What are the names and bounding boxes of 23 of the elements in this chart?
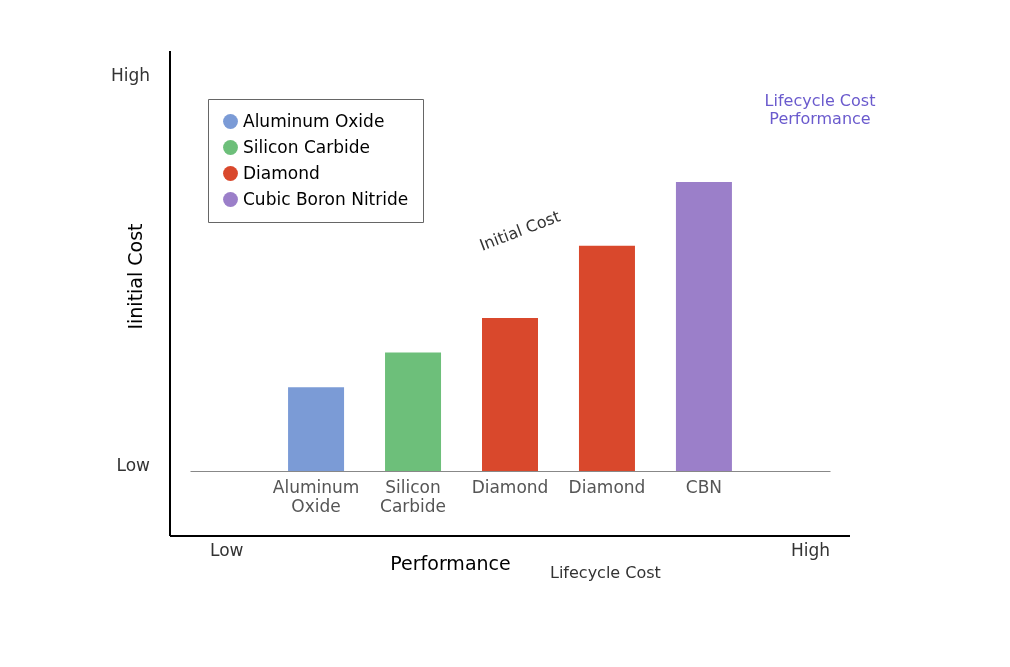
annotation: Initial Cost: [476, 206, 563, 255]
text: High: [110, 65, 150, 85]
legend-label: Aluminum Oxide: [243, 110, 385, 131]
y-axis-title: Iinitial Cost: [123, 223, 146, 330]
bar: [385, 352, 442, 471]
x-tick-label: Silicon Carbide: [380, 476, 447, 516]
bar: [482, 317, 538, 471]
x-tick-label: Diamond: [471, 476, 549, 497]
x-tick-label: CBN: [685, 476, 723, 497]
legend-label: Silicon Carbide: [243, 136, 370, 157]
x-axis-title: Performance: [390, 551, 511, 574]
bar: [578, 245, 635, 471]
text: High: [790, 540, 830, 560]
text: Lifecycle Cost Performance: [764, 91, 876, 128]
x-tick-label: Diamond: [568, 476, 646, 497]
legend-label: Cubic Boron Nitride: [243, 188, 409, 209]
text: Low: [116, 455, 151, 475]
bar: [288, 387, 345, 471]
text: Lifecycle Cost: [550, 563, 661, 582]
bar: [675, 182, 732, 471]
x-tick-label: Aluminum Oxide: [272, 476, 360, 516]
text: Low: [210, 540, 244, 560]
legend-label: Diamond: [243, 162, 320, 183]
